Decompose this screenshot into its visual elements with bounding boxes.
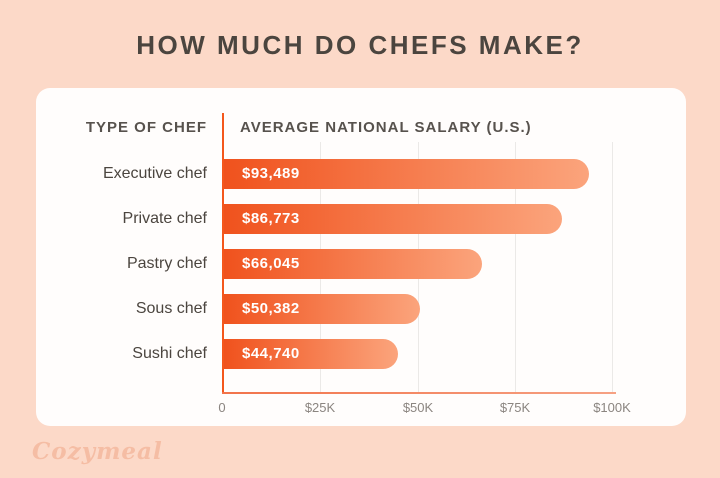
cozymeal-logo: Cozymeal — [32, 438, 163, 465]
salary-bar: $66,045 — [224, 249, 482, 279]
salary-value-label: $86,773 — [242, 210, 300, 227]
x-tick-0: 0 — [218, 400, 226, 415]
gridline-100k — [612, 142, 613, 392]
salary-value-label: $66,045 — [242, 255, 300, 272]
x-tick-25k: $25K — [304, 400, 336, 415]
y-axis-line — [222, 113, 224, 394]
category-label: Sushi chef — [132, 345, 207, 362]
page-title: HOW MUCH DO CHEFS MAKE? — [136, 30, 584, 60]
salary-value-label: $93,489 — [242, 165, 300, 182]
chart-row-executive-chef: Executive chef $93,489 — [36, 159, 686, 189]
chart-row-sushi-chef: Sushi chef $44,740 — [36, 339, 686, 369]
chart-card: TYPE OF CHEF AVERAGE NATIONAL SALARY (U.… — [36, 88, 686, 426]
salary-bar: $44,740 — [224, 339, 398, 369]
column-header-average-salary: AVERAGE NATIONAL SALARY (U.S.) — [240, 119, 532, 136]
chart-row-sous-chef: Sous chef $50,382 — [36, 294, 686, 324]
gridline-75k — [515, 142, 516, 392]
category-label: Private chef — [122, 210, 207, 227]
salary-bar: $86,773 — [224, 204, 562, 234]
x-axis-line — [222, 392, 616, 394]
category-label: Pastry chef — [126, 255, 207, 272]
category-label: Sous chef — [135, 300, 207, 317]
x-tick-50k: $50K — [402, 400, 434, 415]
salary-value-label: $50,382 — [242, 300, 300, 317]
salary-bar: $93,489 — [224, 159, 589, 189]
x-tick-100k: $100K — [593, 400, 631, 415]
salary-bar: $50,382 — [224, 294, 420, 324]
column-header-type-of-chef: TYPE OF CHEF — [85, 119, 207, 136]
category-label: Executive chef — [102, 165, 207, 182]
salary-value-label: $44,740 — [242, 345, 300, 362]
x-tick-75k: $75K — [499, 400, 531, 415]
chart-row-private-chef: Private chef $86,773 — [36, 204, 686, 234]
chart-row-pastry-chef: Pastry chef $66,045 — [36, 249, 686, 279]
